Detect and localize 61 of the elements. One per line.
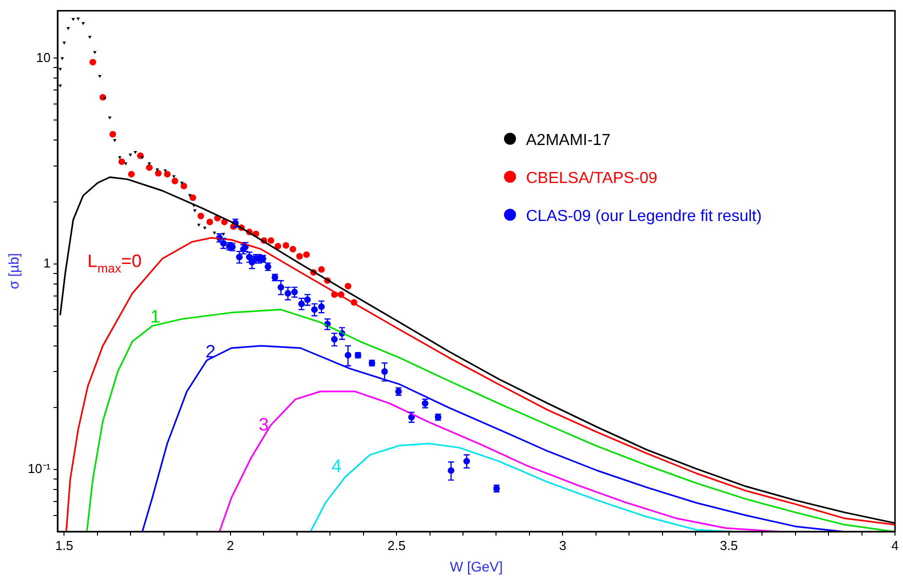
point [128,154,132,157]
point [148,162,152,166]
point [212,232,216,235]
point [318,266,325,273]
point [344,282,352,290]
point [172,178,178,184]
point [124,162,128,166]
point [188,194,192,198]
legend-label: CBELSA/TAPS-09 [526,170,658,187]
point [164,169,167,172]
annotation: 4 [331,456,342,476]
point [164,170,171,178]
y-tick-label: 10⁻¹ [28,461,52,476]
point [296,252,303,260]
point [93,51,97,54]
point [62,42,66,45]
point [66,27,70,30]
point [109,130,116,138]
point [118,158,126,166]
point [90,58,96,66]
point [274,242,282,250]
point [113,139,116,142]
point [98,74,102,78]
x-tick-label: 2 [226,538,234,553]
point [71,18,75,22]
annotation: 3 [258,414,269,435]
point [203,226,207,230]
point [303,251,310,258]
point [156,168,160,172]
point [172,175,176,178]
point [76,17,80,20]
x-tick-label: 1.5 [55,538,74,553]
legend-label: CLAS-09 (our Legendre fit result) [526,208,762,225]
point [282,242,290,249]
point [60,57,64,60]
point [190,194,196,201]
y-tick-label: 10 [36,50,51,65]
point [206,218,214,226]
x-tick-label: 4 [891,538,899,553]
point [58,68,62,71]
point [180,182,188,190]
y-tick-label: 1 [43,256,51,271]
point [134,151,138,154]
x-tick-label: 3.5 [720,538,738,553]
point [81,22,85,26]
x-tick-label: 2.5 [388,538,406,553]
point [128,170,135,178]
x-tick-label: 3 [559,538,566,553]
point [58,84,62,88]
point [154,170,162,177]
x-axis-title: W [GeV] [450,558,503,574]
point [198,212,204,220]
point [193,209,197,212]
point [146,164,153,171]
point [103,97,107,100]
annotation: 1 [150,306,160,326]
point [108,116,112,120]
y-axis-title: σ [µb] [5,253,22,290]
legend-label: A2MAMI-17 [526,132,611,149]
point [290,246,296,252]
point [268,237,274,244]
